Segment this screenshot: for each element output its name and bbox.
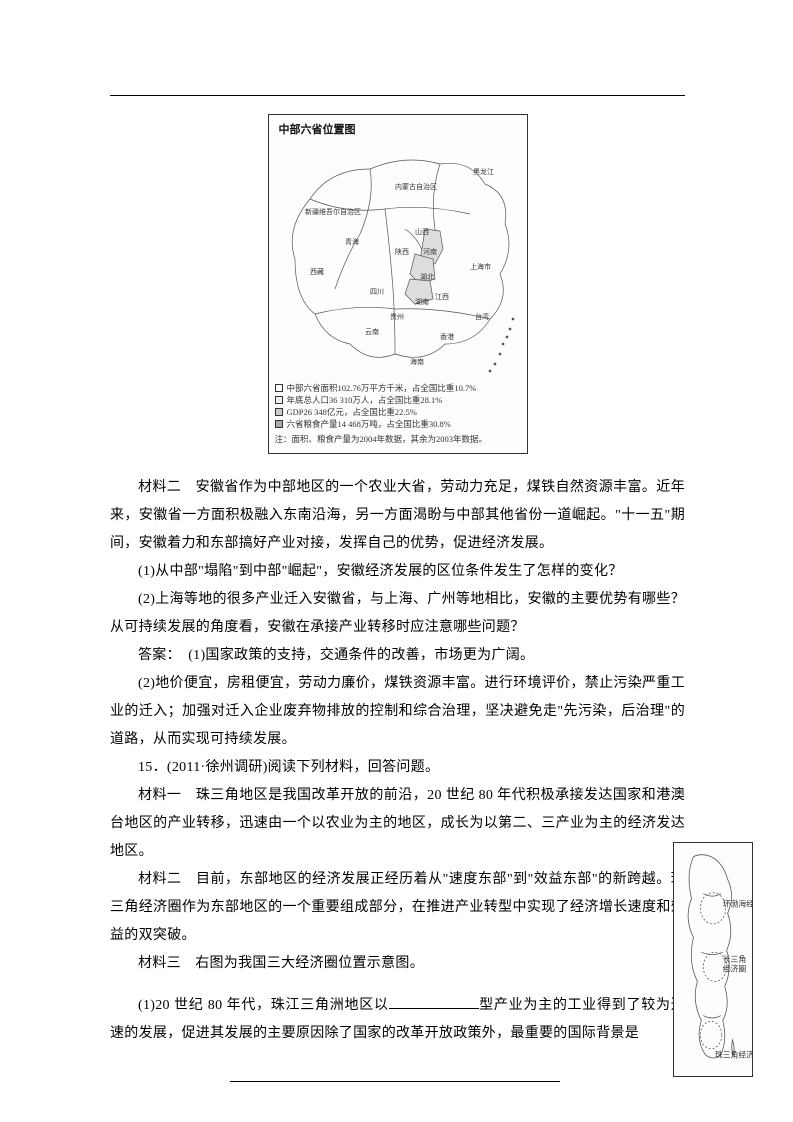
question-1: (1)从中部"塌陷"到中部"崛起"，安徽经济发展的区位条件发生了怎样的变化？	[110, 558, 685, 586]
legend-swatch	[275, 420, 283, 428]
legend-text: 年底总人口36 310万人，占全国比重28.1%	[287, 395, 443, 406]
map-label: 陕西	[395, 247, 409, 256]
map-label: 青海	[345, 237, 359, 246]
fill-blank[interactable]	[389, 995, 479, 1009]
legend-swatch	[275, 396, 283, 404]
side-map-label: 经济圈	[723, 964, 747, 974]
answer-2: (2)地价便宜，房租便宜，劳动力廉价，煤铁资源丰富。进行环境评价，禁止污染严重工…	[110, 670, 685, 754]
map-label: 香港	[440, 332, 454, 341]
map-label: 海南	[410, 357, 424, 366]
material-3b: 材料三 右图为我国三大经济圈位置示意图。	[110, 950, 685, 978]
question-1b: (1)20 世纪 80 年代，珠江三角洲地区以型产业为主的工业得到了较为迅速的发…	[110, 992, 685, 1048]
legend-text: 六省粮食产量14 468万吨，占全国比重30.8%	[287, 419, 451, 430]
side-map-label: 长三角	[723, 954, 746, 964]
map-label: 江西	[435, 293, 449, 301]
map-label: 云南	[365, 327, 379, 336]
answer-1: 答案： (1)国家政策的支持，交通条件的改善，市场更为广阔。	[110, 642, 685, 670]
side-map-label: 环渤海经济圈	[723, 898, 752, 908]
map-label: 新疆维吾尔自治区	[305, 207, 361, 216]
china-map-svg: 黑龙江 新疆维吾尔自治区 内蒙古自治区 青海 西藏 四川 云南 贵州 湖南 湖北…	[275, 139, 523, 379]
legend-text: GDP26 348亿元，占全国比重22.5%	[287, 407, 417, 418]
legend-swatch	[275, 384, 283, 392]
map-label: 黑龙江	[473, 167, 494, 176]
map-label: 上海市	[470, 262, 491, 271]
main-map-wrap: 中部六省位置图	[110, 114, 685, 454]
q1b-part-a: (1)20 世纪 80 年代，珠江三角洲地区以	[138, 998, 389, 1013]
map-label: 西藏	[310, 267, 324, 276]
main-map-title: 中部六省位置图	[275, 121, 521, 137]
top-rule	[110, 95, 685, 96]
legend-text: 中部六省面积102.76万平方千米，占全国比重10.7%	[287, 383, 477, 394]
question-15: 15．(2011·徐州调研)阅读下列材料，回答问题。	[110, 754, 685, 782]
material-2b: 材料二 目前，东部地区的经济发展正经历着从"速度东部"到"效益东部"的新跨越。珠…	[110, 866, 685, 950]
map-note: 注：面积、粮食产量为2004年数据，其余为2003年数据。	[275, 434, 521, 445]
material-2: 材料二 安徽省作为中部地区的一个农业大省，劳动力充足，煤铁自然资源丰富。近年来，…	[110, 474, 685, 558]
main-map-box: 中部六省位置图	[268, 114, 528, 454]
map-label: 台湾	[475, 312, 489, 321]
map-label: 贵州	[390, 312, 404, 321]
side-map-label: 珠三角经济圈	[715, 1049, 752, 1059]
map-label: 湖北	[420, 272, 434, 281]
bottom-rule	[230, 1081, 560, 1082]
side-map-box: 环渤海经济圈 长三角 经济圈 珠三角经济圈	[673, 842, 753, 1077]
map-label: 山西	[415, 227, 429, 236]
map-legend: 中部六省面积102.76万平方千米，占全国比重10.7% 年底总人口36 310…	[275, 383, 521, 430]
map-label: 湖南	[415, 297, 429, 306]
legend-swatch	[275, 408, 283, 416]
material-1b: 材料一 珠三角地区是我国改革开放的前沿，20 世纪 80 年代积极承接发达国家和…	[110, 782, 685, 866]
map-label: 四川	[370, 288, 384, 296]
map-label: 内蒙古自治区	[395, 182, 437, 191]
side-map-svg: 环渤海经济圈 长三角 经济圈 珠三角经济圈	[674, 843, 752, 1076]
map-label: 河南	[423, 247, 437, 256]
question-2: (2)上海等地的很多产业迁入安徽省，与上海、广州等地相比，安徽的主要优势有哪些？…	[110, 586, 685, 642]
page-content: 中部六省位置图	[110, 95, 685, 1048]
